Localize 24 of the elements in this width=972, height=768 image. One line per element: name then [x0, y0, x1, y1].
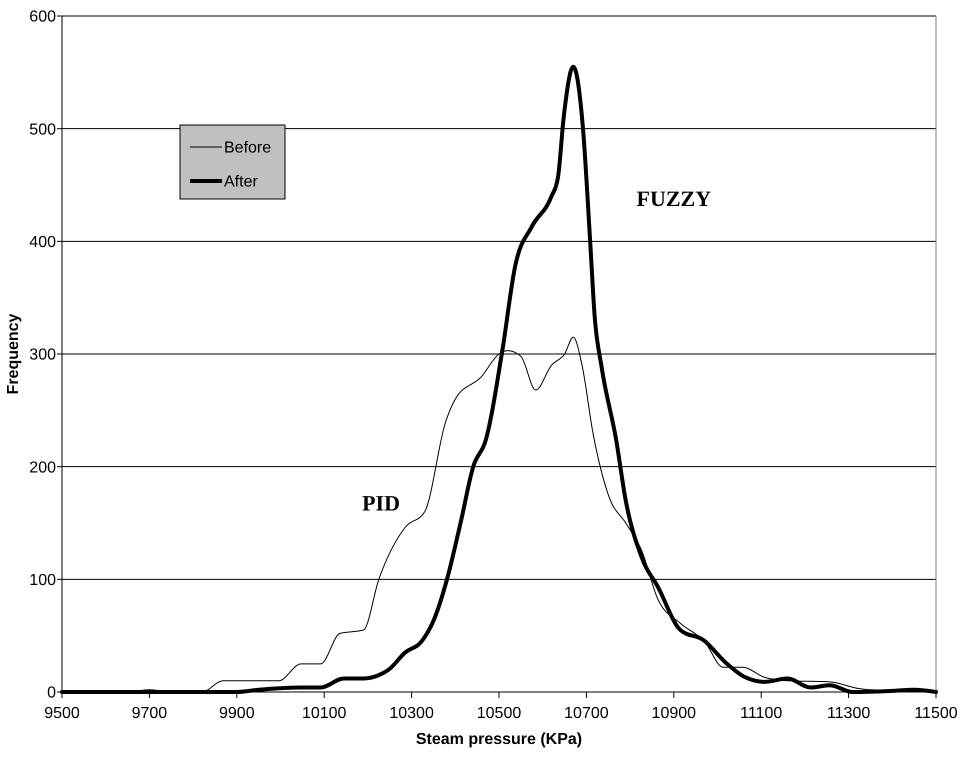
x-tick-label: 10900 — [652, 705, 696, 722]
x-tick-label: 11100 — [740, 705, 782, 722]
y-tick-label: 300 — [29, 346, 56, 364]
y-axis-title: Frequency — [5, 313, 22, 394]
y-tick-label: 0 — [47, 684, 56, 702]
x-tick-label: 10700 — [564, 705, 609, 722]
x-tick-label: 11300 — [826, 705, 870, 722]
y-tick-label: 400 — [29, 234, 56, 251]
x-tick-label: 9500 — [44, 705, 80, 722]
x-tick-label: 10500 — [476, 705, 522, 722]
x-tick-label: 11500 — [914, 705, 958, 722]
x-tick-label: 10100 — [302, 705, 347, 722]
y-tick-label: 600 — [29, 8, 56, 26]
x-axis-title: Steam pressure (KPa) — [416, 731, 582, 748]
legend-label: After — [224, 174, 258, 191]
x-tick-label: 10300 — [389, 705, 434, 722]
legend-label: Before — [224, 140, 272, 157]
y-tick-label: 500 — [29, 121, 56, 138]
annotation: PID — [362, 490, 400, 516]
y-tick-label: 200 — [29, 459, 56, 476]
annotation: FUZZY — [636, 186, 712, 212]
x-tick-label: 9700 — [132, 705, 168, 722]
x-tick-label: 9900 — [219, 705, 255, 722]
y-tick-label: 100 — [29, 572, 56, 589]
